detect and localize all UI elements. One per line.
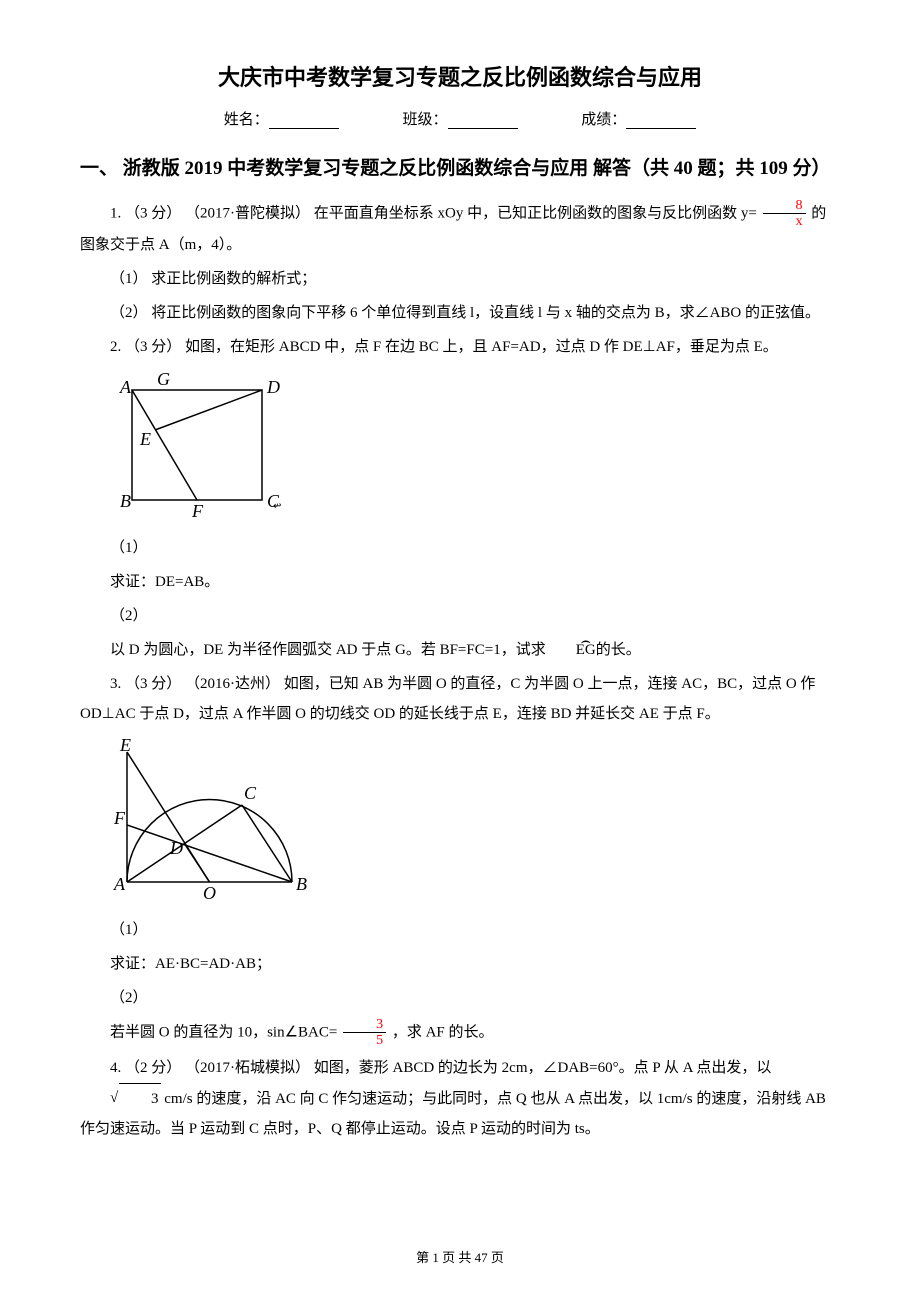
p2-sub1-label: （1）: [80, 533, 840, 563]
fig3-o: O: [203, 883, 216, 902]
name-label: 姓名：: [224, 112, 269, 128]
fig2-g: G: [157, 370, 170, 389]
p1-pre: 1. （3 分） （2017·普陀模拟） 在平面直角坐标系 xOy 中，已知正比…: [110, 205, 761, 221]
svg-text:↩: ↩: [273, 501, 281, 512]
fig2-a: A: [119, 377, 132, 397]
p3-main: 3. （3 分） （2016·达州） 如图，已知 AB 为半圆 O 的直径，C …: [80, 676, 815, 722]
problem-4: 4. （2 分） （2017·柘城模拟） 如图，菱形 ABCD 的边长为 2cm…: [80, 1053, 840, 1144]
fraction-3-5: 35: [343, 1017, 386, 1049]
p2-sub2: 以 D 为圆心，DE 为半径作圆弧交 AD 于点 G。若 BF=FC=1，试求E…: [80, 635, 840, 665]
fraction-8-x: 8x: [763, 198, 806, 230]
form-line: 姓名： 班级： 成绩：: [80, 108, 840, 129]
fig3-f: F: [113, 808, 126, 828]
p3-sub2-post: ，求 AF 的长。: [388, 1024, 493, 1040]
fig3-c: C: [244, 783, 257, 803]
figure-2-svg: A G D E B F C ↩: [112, 370, 282, 520]
p3-sub2-label: （2）: [80, 983, 840, 1013]
figure-3-svg: A B O C D E F: [112, 737, 307, 902]
p2-sub2-pre: 以 D 为圆心，DE 为半径作圆弧交 AD 于点 G。若 BF=FC=1，试求: [110, 642, 546, 658]
fig3-d: D: [169, 838, 183, 858]
fig3-b: B: [296, 874, 307, 894]
page-title: 大庆市中考数学复习专题之反比例函数综合与应用: [80, 60, 840, 92]
page-footer: 第 1 页 共 47 页: [0, 1247, 920, 1266]
problem-1: 1. （3 分） （2017·普陀模拟） 在平面直角坐标系 xOy 中，已知正比…: [80, 198, 840, 260]
fig2-b: B: [120, 491, 131, 511]
sqrt-3: 3: [80, 1083, 161, 1114]
problem-3: 3. （3 分） （2016·达州） 如图，已知 AB 为半圆 O 的直径，C …: [80, 669, 840, 729]
p1-sub2: （2） 将正比例函数的图象向下平移 6 个单位得到直线 l，设直线 l 与 x …: [80, 298, 840, 328]
arc-eg: EG: [546, 635, 596, 665]
name-blank: [269, 128, 339, 129]
fig3-a: A: [113, 874, 126, 894]
class-label: 班级：: [402, 112, 447, 128]
score-blank: [626, 128, 696, 129]
p1-sub1: （1） 求正比例函数的解析式；: [80, 264, 840, 294]
fig2-d: D: [266, 377, 280, 397]
p3-sub2-pre: 若半圆 O 的直径为 10，sin∠BAC=: [110, 1024, 341, 1040]
section-heading: 一、 浙教版 2019 中考数学复习专题之反比例函数综合与应用 解答（共 40 …: [80, 153, 840, 180]
figure-3: A B O C D E F: [112, 737, 840, 907]
class-blank: [448, 128, 518, 129]
score-label: 成绩：: [581, 112, 626, 128]
fig2-e: E: [139, 429, 151, 449]
p4-pre: 4. （2 分） （2017·柘城模拟） 如图，菱形 ABCD 的边长为 2cm…: [110, 1060, 771, 1076]
p3-sub1-label: （1）: [80, 915, 840, 945]
p2-sub2-label: （2）: [80, 601, 840, 631]
p2-sub1-text: 求证：DE=AB。: [80, 567, 840, 597]
problem-2: 2. （3 分） 如图，在矩形 ABCD 中，点 F 在边 BC 上，且 AF=…: [80, 332, 840, 362]
figure-2: A G D E B F C ↩: [112, 370, 840, 525]
p4-mid: cm/s 的速度，沿 AC 向 C 作匀速运动；与此同时，点 Q 也从 A 点出…: [80, 1091, 826, 1137]
fig3-e: E: [119, 737, 131, 755]
p2-sub2-post: 的长。: [596, 642, 641, 658]
p3-sub1-text: 求证：AE·BC=AD·AB；: [80, 949, 840, 979]
fig2-f: F: [191, 501, 204, 520]
p3-sub2: 若半圆 O 的直径为 10，sin∠BAC= 35 ，求 AF 的长。: [80, 1017, 840, 1049]
